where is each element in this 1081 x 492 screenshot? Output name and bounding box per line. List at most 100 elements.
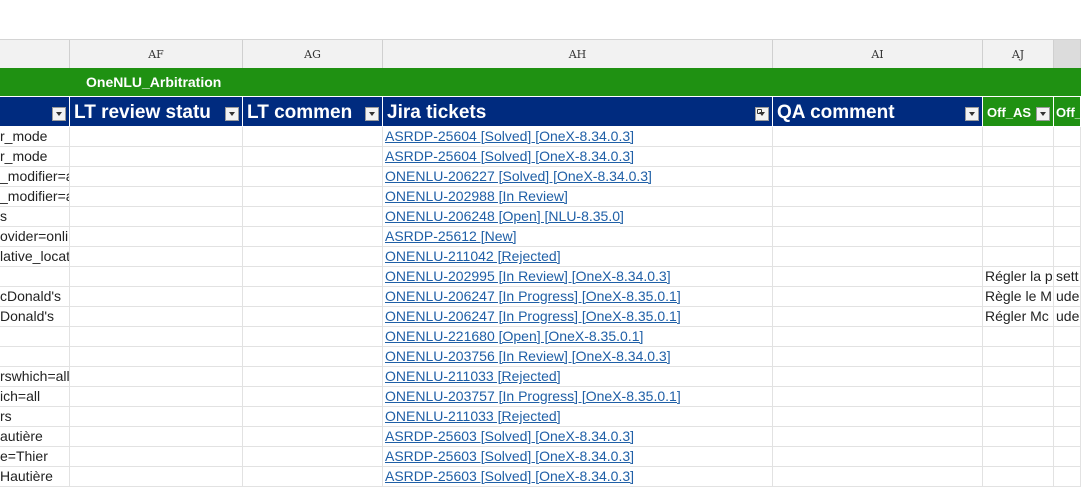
cell-off-next[interactable] — [1054, 147, 1081, 167]
cell-lt-comment[interactable] — [243, 407, 383, 427]
jira-ticket-link[interactable]: ASRDP-25603 [Solved] [OneX-8.34.0.3] — [385, 468, 635, 484]
jira-ticket-link[interactable]: ONENLU-206227 [Solved] [OneX-8.34.0.3] — [385, 168, 652, 184]
cell-prev-column[interactable]: _modifier=automatic — [0, 187, 70, 207]
jira-ticket-link[interactable]: ONENLU-206247 [In Progress] [OneX-8.35.0… — [385, 308, 681, 324]
cell-off-next[interactable] — [1054, 407, 1081, 427]
cell-jira-tickets[interactable]: ONENLU-206248 [Open] [NLU-8.35.0] — [383, 207, 773, 227]
cell-qa-comment[interactable] — [773, 387, 983, 407]
cell-prev-column[interactable]: r_mode — [0, 147, 70, 167]
cell-prev-column[interactable]: e=Thier — [0, 447, 70, 467]
cell-qa-comment[interactable] — [773, 227, 983, 247]
cell-lt-comment[interactable] — [243, 167, 383, 187]
cell-prev-column[interactable]: autière — [0, 427, 70, 447]
cell-lt-review-status[interactable] — [70, 387, 243, 407]
cell-off-next[interactable] — [1054, 207, 1081, 227]
header-jira-tickets[interactable]: Jira tickets — [383, 97, 773, 126]
cell-lt-comment[interactable] — [243, 287, 383, 307]
cell-prev-column[interactable]: ovider=online — [0, 227, 70, 247]
cell-lt-review-status[interactable] — [70, 187, 243, 207]
cell-lt-review-status[interactable] — [70, 367, 243, 387]
header-off-as[interactable]: Off_AS — [983, 97, 1054, 126]
cell-off-next[interactable] — [1054, 227, 1081, 247]
cell-qa-comment[interactable] — [773, 407, 983, 427]
cell-off-as[interactable] — [983, 247, 1054, 267]
cell-off-as[interactable] — [983, 347, 1054, 367]
cell-qa-comment[interactable] — [773, 127, 983, 147]
jira-ticket-link[interactable]: ONENLU-206248 [Open] [NLU-8.35.0] — [385, 208, 624, 224]
cell-prev-column[interactable]: rswhich=all — [0, 367, 70, 387]
header-lt-comment[interactable]: LT commen — [243, 97, 383, 126]
cell-qa-comment[interactable] — [773, 267, 983, 287]
cell-lt-review-status[interactable] — [70, 227, 243, 247]
jira-ticket-link[interactable]: ONENLU-202988 [In Review] — [385, 188, 568, 204]
cell-off-as[interactable]: Régler la p — [983, 267, 1054, 287]
cell-prev-column[interactable] — [0, 347, 70, 367]
cell-qa-comment[interactable] — [773, 307, 983, 327]
cell-off-as[interactable]: Règle le M — [983, 287, 1054, 307]
cell-lt-review-status[interactable] — [70, 207, 243, 227]
cell-lt-comment[interactable] — [243, 147, 383, 167]
jira-ticket-link[interactable]: ASRDP-25604 [Solved] [OneX-8.34.0.3] — [385, 148, 635, 164]
jira-ticket-link[interactable]: ONENLU-211033 [Rejected] — [385, 368, 561, 384]
cell-lt-review-status[interactable] — [70, 167, 243, 187]
cell-off-next[interactable] — [1054, 427, 1081, 447]
column-header-blank[interactable] — [0, 40, 70, 68]
cell-qa-comment[interactable] — [773, 447, 983, 467]
cell-lt-review-status[interactable] — [70, 247, 243, 267]
cell-qa-comment[interactable] — [773, 327, 983, 347]
cell-jira-tickets[interactable]: ASRDP-25604 [Solved] [OneX-8.34.0.3] — [383, 147, 773, 167]
cell-prev-column[interactable]: s — [0, 207, 70, 227]
filter-dropdown-icon[interactable] — [965, 107, 979, 121]
column-header-ag[interactable]: AG — [243, 40, 383, 68]
column-header-ah[interactable]: AH — [383, 40, 773, 68]
cell-lt-review-status[interactable] — [70, 287, 243, 307]
cell-off-next[interactable] — [1054, 167, 1081, 187]
cell-lt-comment[interactable] — [243, 447, 383, 467]
cell-off-next[interactable] — [1054, 367, 1081, 387]
cell-off-next[interactable] — [1054, 387, 1081, 407]
cell-lt-comment[interactable] — [243, 327, 383, 347]
cell-lt-review-status[interactable] — [70, 307, 243, 327]
cell-off-as[interactable] — [983, 187, 1054, 207]
cell-qa-comment[interactable] — [773, 147, 983, 167]
cell-lt-review-status[interactable] — [70, 407, 243, 427]
cell-prev-column[interactable]: rs — [0, 407, 70, 427]
cell-lt-review-status[interactable] — [70, 467, 243, 487]
cell-lt-comment[interactable] — [243, 127, 383, 147]
jira-ticket-link[interactable]: ONENLU-203757 [In Progress] [OneX-8.35.0… — [385, 388, 681, 404]
cell-lt-comment[interactable] — [243, 387, 383, 407]
cell-lt-review-status[interactable] — [70, 447, 243, 467]
filter-dropdown-icon[interactable] — [225, 107, 239, 121]
jira-ticket-link[interactable]: ONENLU-221680 [Open] [OneX-8.35.0.1] — [385, 328, 644, 344]
column-header-aj[interactable]: AJ — [983, 40, 1054, 68]
cell-off-as[interactable]: Régler Mc — [983, 307, 1054, 327]
cell-lt-comment[interactable] — [243, 307, 383, 327]
cell-lt-review-status[interactable] — [70, 127, 243, 147]
cell-qa-comment[interactable] — [773, 207, 983, 227]
cell-prev-column[interactable]: r_mode — [0, 127, 70, 147]
jira-ticket-link[interactable]: ONENLU-202995 [In Review] [OneX-8.34.0.3… — [385, 268, 671, 284]
cell-off-as[interactable] — [983, 127, 1054, 147]
cell-lt-comment[interactable] — [243, 267, 383, 287]
filter-active-icon[interactable] — [755, 107, 769, 121]
cell-off-next[interactable] — [1054, 447, 1081, 467]
cell-lt-comment[interactable] — [243, 247, 383, 267]
cell-prev-column[interactable]: Donald's — [0, 307, 70, 327]
cell-off-next[interactable] — [1054, 247, 1081, 267]
cell-lt-review-status[interactable] — [70, 147, 243, 167]
cell-lt-comment[interactable] — [243, 367, 383, 387]
column-header-af[interactable]: AF — [70, 40, 243, 68]
cell-qa-comment[interactable] — [773, 287, 983, 307]
cell-jira-tickets[interactable]: ONENLU-211033 [Rejected] — [383, 407, 773, 427]
jira-ticket-link[interactable]: ASRDP-25612 [New] — [385, 228, 517, 244]
cell-off-next[interactable]: sett — [1054, 267, 1081, 287]
cell-qa-comment[interactable] — [773, 467, 983, 487]
header-qa-comment[interactable]: QA comment — [773, 97, 983, 126]
cell-off-as[interactable] — [983, 427, 1054, 447]
cell-lt-comment[interactable] — [243, 347, 383, 367]
cell-lt-comment[interactable] — [243, 227, 383, 247]
cell-off-as[interactable] — [983, 447, 1054, 467]
header-cell-prev[interactable] — [0, 97, 70, 126]
cell-jira-tickets[interactable]: ASRDP-25603 [Solved] [OneX-8.34.0.3] — [383, 427, 773, 447]
cell-off-as[interactable] — [983, 207, 1054, 227]
